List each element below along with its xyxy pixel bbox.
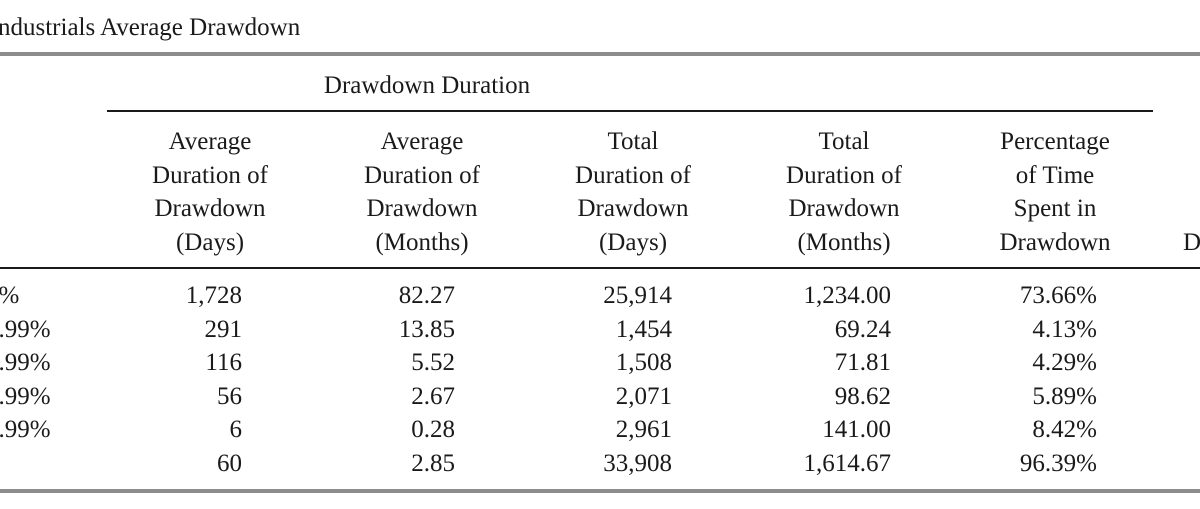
table-body: 0% 1,728 82.27 25,914 1,234.00 73.66% 9.…: [0, 279, 1200, 481]
bottom-rule: [0, 489, 1200, 493]
cell-avg-days: 56: [217, 382, 242, 410]
column-header-avg-duration-days: Average Duration of Drawdown (Days): [152, 128, 268, 256]
cell-avg-months: 13.85: [398, 315, 455, 343]
cell-avg-months: 2.85: [411, 449, 455, 477]
cell-total-months: 71.81: [834, 349, 891, 377]
cell-avg-months: 82.27: [398, 282, 455, 309]
table-row: 9.99% 291 13.85 1,454 69.24 4.13%: [0, 313, 1200, 347]
cell-total-days: 1,508: [615, 349, 672, 377]
header-rule: [0, 267, 1200, 269]
table-row: 4.99% 6 0.28 2,961 141.00 8.42%: [0, 413, 1200, 447]
cell-total-days: 2,961: [615, 416, 672, 444]
cell-total-months: 1,614.67: [803, 449, 892, 477]
table-row-total: 60 2.85 33,908 1,614.67 96.39%: [0, 447, 1200, 481]
cell-percentage: 4.29%: [1032, 349, 1097, 377]
table-row: 9.99% 56 2.67 2,071 98.62 5.89%: [0, 380, 1200, 414]
cell-avg-days: 1,728: [185, 282, 242, 309]
cell-total-months: 98.62: [834, 382, 891, 410]
cell-total-months: 1,234.00: [803, 282, 892, 309]
cell-total-months: 69.24: [834, 315, 891, 343]
row-label: 4.99%: [0, 349, 51, 377]
column-header-percentage-time-in-drawdown: Percentage of Time Spent in Drawdown: [999, 128, 1111, 256]
cell-avg-months: 2.67: [411, 382, 455, 410]
column-header-partial: D: [1183, 229, 1200, 256]
column-header-total-duration-months: Total Duration of Drawdown (Months): [786, 128, 902, 256]
cell-total-days: 33,908: [603, 449, 672, 477]
group-header-drawdown-duration: Drawdown Duration: [323, 72, 531, 99]
cell-total-months: 141.00: [822, 416, 891, 444]
cell-percentage: 8.42%: [1032, 416, 1097, 444]
row-label: 9.99%: [0, 315, 51, 343]
row-label: 4.99%: [0, 416, 51, 444]
row-label: 9.99%: [0, 382, 51, 410]
cell-percentage: 73.66%: [1019, 282, 1097, 309]
cell-avg-months: 5.52: [411, 349, 455, 377]
cell-percentage: 4.13%: [1032, 315, 1097, 343]
cell-avg-days: 60: [217, 449, 242, 477]
table-row: 0% 1,728 82.27 25,914 1,234.00 73.66%: [0, 279, 1200, 313]
group-header-rule: [107, 110, 1153, 112]
cell-percentage: 96.39%: [1019, 449, 1097, 477]
top-rule: [0, 52, 1200, 56]
cell-total-days: 1,454: [615, 315, 672, 343]
cell-avg-days: 291: [204, 315, 243, 343]
column-header-total-duration-days: Total Duration of Drawdown (Days): [575, 128, 691, 256]
cell-avg-days: 6: [229, 416, 243, 444]
row-label: 0%: [0, 282, 20, 309]
cell-total-days: 25,914: [603, 282, 672, 309]
cell-avg-days: 116: [205, 349, 242, 377]
cell-avg-months: 0.28: [411, 416, 455, 444]
cell-percentage: 5.89%: [1032, 382, 1097, 410]
cell-total-days: 2,071: [615, 382, 672, 410]
table-row: 4.99% 116 5.52 1,508 71.81 4.29%: [0, 346, 1200, 380]
table-title: ndustrials Average Drawdown: [0, 14, 301, 41]
column-header-avg-duration-months: Average Duration of Drawdown (Months): [364, 128, 480, 256]
